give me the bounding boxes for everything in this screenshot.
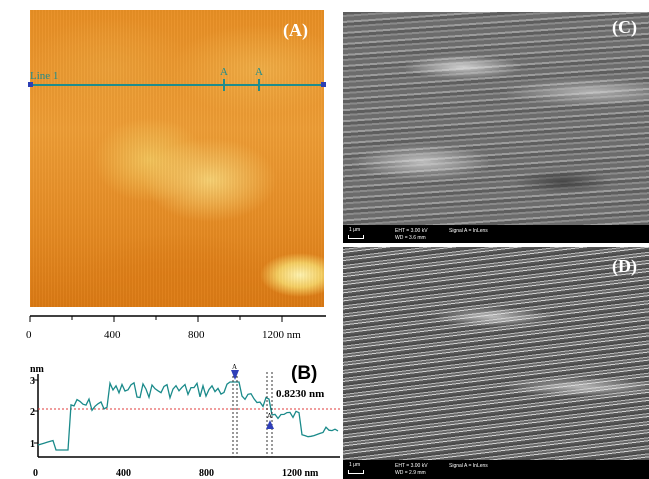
profile-x-tick-label: 0: [33, 468, 38, 479]
marker-arrow-down: [231, 370, 239, 380]
afm-line-overlay: Line 1 A A: [28, 66, 326, 91]
afm-x-tick-label: 1200 nm: [262, 329, 301, 341]
line-1-end-handle: [321, 82, 326, 87]
sem-d-wd: WD = 2.9 mm: [395, 470, 426, 476]
panel-a-letter: (A): [283, 20, 308, 40]
profile-marker-label: A: [232, 363, 237, 371]
sem-c-eht: EHT = 3.00 kV: [395, 228, 428, 234]
step-height-annotation: 0.8230 nm: [276, 388, 324, 400]
profile-marker-label: A: [267, 412, 272, 420]
profile-x-tick-label: 1200 nm: [282, 468, 319, 479]
sem-d-scale-bar: [348, 470, 364, 474]
sem-c-info-bar: 1 μm EHT = 3.00 kV WD = 3.6 mm Signal A …: [343, 225, 649, 243]
sem-c-wd: WD = 3.6 mm: [395, 235, 426, 241]
marker-arrow-up: [266, 420, 274, 429]
sem-image-d: [343, 247, 649, 460]
profile-y-tick-label: 1: [30, 439, 35, 450]
profile-x-tick-label: 400: [116, 468, 131, 479]
afm-x-tick-label: 400: [104, 329, 121, 341]
profile-y-unit: nm: [30, 364, 45, 375]
sem-c-scale-label: 1 μm: [349, 227, 361, 233]
profile-x-tick-label: 800: [199, 468, 214, 479]
sem-d-signal: Signal A = InLens: [449, 463, 488, 469]
height-profile-plot: nm 3 2 1 A A (B) 0.8230 nm 0 400 800 120…: [30, 363, 340, 479]
sem-d-info-bar: 1 μm EHT = 3.00 kV WD = 2.9 mm Signal A …: [343, 460, 649, 479]
line-1-start-handle: [28, 82, 33, 87]
afm-x-tick-label: 0: [26, 329, 32, 341]
panel-d-letter: (D): [612, 256, 637, 276]
sem-d-eht: EHT = 3.00 kV: [395, 463, 428, 469]
sem-d-scale-label: 1 μm: [349, 462, 361, 468]
height-profile-curve: [37, 380, 339, 451]
afm-height-image: [30, 10, 324, 307]
line-1-label: Line 1: [30, 70, 58, 82]
panel-b-letter: (B): [291, 363, 317, 384]
sem-c-signal: Signal A = InLens: [449, 228, 488, 234]
panel-c-letter: (C): [612, 17, 637, 37]
profile-y-tick-label: 3: [30, 376, 35, 387]
afm-x-tick-label: 800: [188, 329, 205, 341]
profile-y-tick-label: 2: [30, 407, 35, 418]
sem-image-c: [343, 12, 649, 225]
sem-c-scale-bar: [348, 235, 364, 239]
afm-x-axis: 0 400 800 1200 nm: [26, 315, 326, 341]
marker-a-label-2: A: [255, 66, 263, 78]
marker-a-label-1: A: [220, 66, 228, 78]
